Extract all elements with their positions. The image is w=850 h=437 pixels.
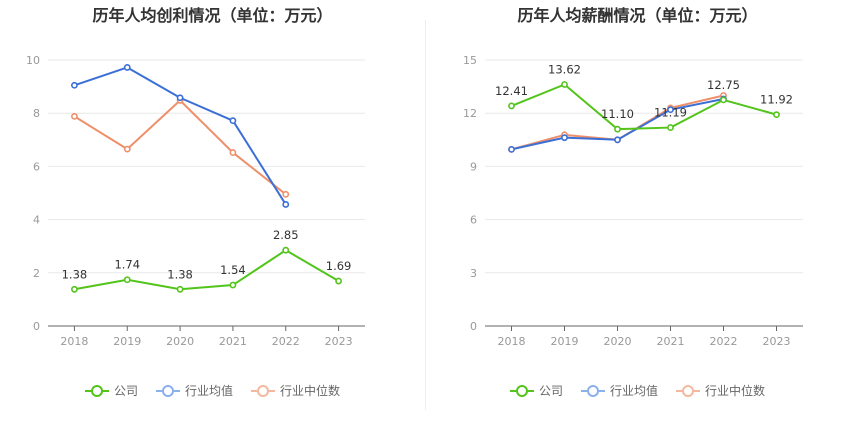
x-tick-label: 2020	[604, 335, 632, 348]
data-point-company	[667, 124, 674, 131]
y-tick-label: 0	[470, 320, 477, 333]
legend-marker-icon	[509, 384, 534, 398]
data-point-industry-median	[123, 145, 131, 153]
data-point-company	[335, 277, 342, 285]
data-point-industry-avg	[229, 117, 237, 125]
y-tick-label: 10	[26, 54, 40, 67]
panel-divider	[425, 20, 426, 410]
data-point-industry-avg	[667, 106, 674, 114]
data-label: 11.19	[654, 106, 687, 120]
y-tick-label: 0	[33, 320, 40, 333]
data-point-company	[123, 276, 131, 284]
salary-per-capita-chart: 0 3 6 9 12 15 2018 2019 2020 2021 2022 2023 12.41 13.…	[463, 54, 803, 348]
legend-item-industry-avg[interactable]: 行业均值	[155, 382, 233, 399]
salary-per-capita-panel: 历年人均薪酬情况（单位：万元） 0 3 6 9 12 15 2018 2019 2020 2021…	[425, 0, 850, 437]
data-point-company	[720, 96, 727, 104]
data-point-industry-median	[282, 190, 290, 198]
y-tick-label: 4	[33, 214, 40, 227]
data-point-industry-avg	[508, 145, 515, 153]
data-label: 11.10	[601, 107, 634, 121]
data-point-industry-avg	[614, 136, 621, 144]
data-label: 12.41	[495, 84, 528, 98]
x-tick-label: 2022	[272, 335, 300, 348]
y-tick-label: 6	[33, 160, 40, 173]
legend-marker-icon	[84, 384, 109, 398]
data-point-industry-avg	[176, 94, 184, 102]
legend-label: 公司	[538, 384, 563, 398]
chart-title: 历年人均创利情况（单位：万元）	[92, 6, 333, 25]
chart-legend: 公司 行业均值 行业中位数	[425, 382, 850, 399]
legend-marker-icon	[676, 384, 700, 398]
legend-label: 行业中位数	[705, 384, 766, 398]
data-point-company	[229, 281, 237, 289]
legend-marker-icon	[580, 384, 605, 398]
legend-label: 公司	[113, 384, 138, 398]
data-point-company	[282, 246, 290, 254]
data-point-industry-avg	[71, 81, 78, 89]
data-point-industry-median	[71, 112, 78, 120]
data-label: 1.38	[167, 267, 193, 281]
data-label: 11.92	[760, 93, 793, 107]
profit-per-capita-chart: 0 2 4 6 8 10 2018 2019 2020 2021 2022 2023 1.38 1.74 1…	[26, 54, 365, 348]
data-point-company	[508, 102, 515, 110]
series-line-company	[74, 249, 340, 291]
data-label: 1.69	[326, 259, 352, 273]
series-line-industry-median	[73, 99, 287, 196]
y-tick-label: 3	[470, 267, 477, 280]
series-line-company	[511, 83, 777, 131]
data-point-industry-avg	[282, 201, 290, 208]
legend-item-industry-avg[interactable]: 行业均值	[580, 382, 658, 399]
data-point-company	[71, 285, 78, 293]
legend-item-industry-median[interactable]: 行业中位数	[676, 382, 765, 399]
x-tick-label: 2019	[551, 335, 579, 348]
legend-label: 行业中位数	[280, 384, 341, 398]
data-point-industry-avg	[123, 64, 131, 71]
profit-per-capita-panel: 历年人均创利情况（单位：万元） 0 2 4 6 8 10 2018 2019 2020 2021 2…	[0, 6, 425, 399]
data-point-industry-avg	[561, 134, 568, 142]
data-label: 13.62	[548, 62, 581, 76]
x-tick-label: 2019	[113, 335, 141, 348]
data-label: 1.54	[220, 263, 246, 277]
data-label: 1.38	[62, 267, 88, 281]
y-tick-label: 12	[463, 107, 477, 120]
x-tick-label: 2022	[710, 335, 738, 348]
y-tick-label: 9	[470, 160, 477, 173]
legend-item-industry-median[interactable]: 行业中位数	[251, 382, 340, 399]
y-tick-label: 2	[33, 267, 40, 280]
data-point-company	[614, 125, 621, 133]
data-point-company	[773, 111, 780, 119]
legend-label: 行业均值	[184, 384, 233, 398]
legend-label: 行业均值	[609, 384, 658, 398]
legend-item-company[interactable]: 公司	[84, 382, 138, 399]
data-label: 1.74	[114, 258, 140, 272]
x-tick-label: 2020	[166, 335, 194, 348]
legend-marker-icon	[251, 384, 275, 398]
y-tick-label: 15	[463, 54, 477, 67]
x-tick-label: 2021	[657, 335, 685, 348]
x-tick-label: 2023	[325, 335, 353, 348]
x-tick-label: 2021	[219, 335, 247, 348]
y-tick-label: 6	[470, 214, 477, 227]
legend-item-company[interactable]: 公司	[509, 382, 563, 399]
data-point-company	[176, 285, 184, 293]
x-tick-label: 2018	[60, 335, 88, 348]
data-label: 12.75	[707, 78, 740, 92]
y-tick-label: 8	[33, 107, 40, 120]
data-point-industry-median	[229, 149, 237, 156]
chart-legend: 公司 行业均值 行业中位数	[0, 382, 425, 399]
legend-marker-icon	[155, 384, 180, 398]
data-point-company	[561, 81, 568, 88]
x-tick-label: 2023	[763, 335, 791, 348]
x-tick-label: 2018	[498, 335, 526, 348]
chart-title: 历年人均薪酬情况（单位：万元）	[517, 6, 758, 25]
data-label: 2.85	[273, 228, 299, 242]
